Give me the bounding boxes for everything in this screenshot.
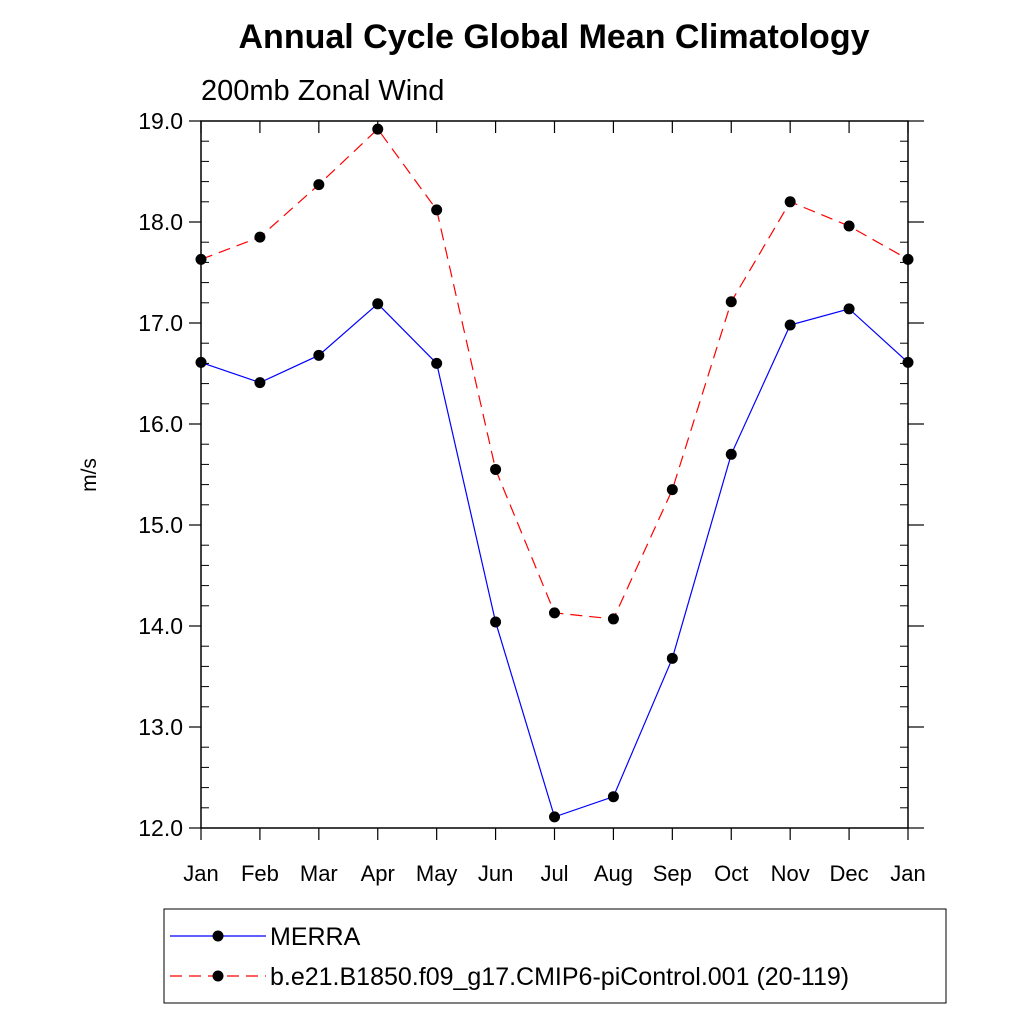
series-1-point: [666, 484, 678, 496]
series-0-point: [431, 357, 443, 369]
series-0-point: [549, 811, 560, 823]
series-1-point: [490, 463, 502, 475]
series-1-point: [784, 196, 796, 208]
y-tick-label: 14.0: [138, 613, 183, 639]
series-0-point: [725, 448, 737, 460]
x-tick-label: Apr: [361, 861, 395, 886]
x-tick-labels: Jan Feb Mar Apr May Jun Jul Aug Sep Oct Nov Dec Jan: [183, 861, 925, 886]
series-1-point: [549, 607, 560, 619]
series-1-point: [254, 231, 266, 243]
legend-marker-merra: [212, 930, 224, 942]
series-line-1: [200, 128, 909, 620]
x-tick-label: Jun: [478, 861, 513, 886]
series-0-point: [843, 303, 855, 315]
y-tick-label: 18.0: [138, 209, 183, 235]
legend-label-cesm: b.e21.B1850.f09_g17.CMIP6-piControl.001 …: [270, 963, 849, 991]
legend-frame: [163, 908, 947, 1004]
legend-label-merra: MERRA: [270, 923, 361, 951]
x-tick-label: Nov: [771, 861, 810, 886]
series-1-point: [843, 220, 855, 232]
y-axis-label: m/s: [78, 458, 101, 492]
series-1-point: [607, 613, 619, 625]
x-tick-label: Mar: [300, 861, 338, 886]
y-tick-label: 15.0: [138, 512, 183, 538]
series-0-point: [372, 298, 384, 310]
series-0-point: [784, 319, 796, 331]
x-tick-label: Dec: [830, 861, 869, 886]
series-0-point: [490, 616, 502, 628]
ticks-layer: [189, 120, 924, 840]
x-tick-label: Jul: [540, 861, 568, 886]
legend-entry-merra: MERRA: [170, 923, 361, 951]
x-tick-label: Feb: [241, 861, 279, 886]
x-tick-label: Sep: [653, 861, 692, 886]
x-tick-label: Jan: [890, 861, 925, 886]
legend-entry-cesm: b.e21.B1850.f09_g17.CMIP6-piControl.001 …: [170, 963, 849, 991]
series-0-point: [666, 652, 678, 664]
legend-marker-cesm: [212, 970, 224, 982]
y-tick-label: 13.0: [138, 714, 183, 740]
x-tick-label: Aug: [594, 861, 633, 886]
x-tick-label: May: [416, 861, 458, 886]
series-1-point: [313, 179, 325, 191]
series-1-point: [372, 123, 384, 135]
chart-title: Annual Cycle Global Mean Climatology: [239, 18, 870, 56]
series-1-point: [725, 296, 737, 308]
legend: MERRA b.e21.B1850.f09_g17.CMIP6-piContro…: [163, 908, 947, 1004]
x-tick-label: Oct: [714, 861, 748, 886]
y-tick-label: 17.0: [138, 310, 183, 336]
y-tick-label: 12.0: [138, 815, 183, 841]
series-0-point: [607, 791, 619, 803]
series-0-point: [254, 377, 266, 389]
y-tick-label: 19.0: [138, 108, 183, 134]
series-1-point: [431, 204, 443, 216]
y-tick-labels: 12.0 13.0 14.0 15.0 16.0 17.0 18.0 19.0: [138, 108, 183, 841]
series-layer: [195, 123, 914, 823]
chart-subtitle: 200mb Zonal Wind: [201, 75, 444, 107]
y-tick-label: 16.0: [138, 411, 183, 437]
x-tick-label: Jan: [183, 861, 218, 886]
series-0-point: [313, 349, 325, 361]
series-line-0: [200, 302, 909, 818]
plot-frame: [200, 120, 909, 829]
